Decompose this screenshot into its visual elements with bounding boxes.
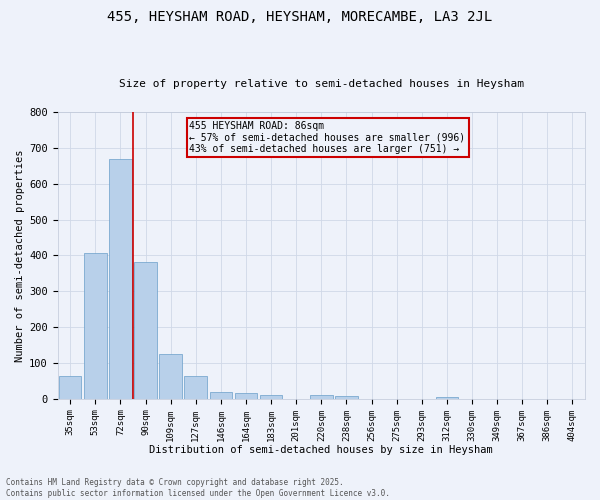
Bar (84, 252, 107, 399)
Bar (310, 394, 332, 399)
Bar (436, 397, 458, 399)
Bar (335, 396, 358, 399)
Bar (184, 376, 207, 399)
Bar (209, 392, 232, 399)
Bar (160, 354, 182, 399)
Bar (59, 376, 82, 399)
X-axis label: Distribution of semi-detached houses by size in Heysham: Distribution of semi-detached houses by … (149, 445, 493, 455)
Title: Size of property relative to semi-detached houses in Heysham: Size of property relative to semi-detach… (119, 79, 524, 89)
Text: 455 HEYSHAM ROAD: 86sqm
← 57% of semi-detached houses are smaller (996)
43% of s: 455 HEYSHAM ROAD: 86sqm ← 57% of semi-de… (190, 120, 466, 154)
Text: 455, HEYSHAM ROAD, HEYSHAM, MORECAMBE, LA3 2JL: 455, HEYSHAM ROAD, HEYSHAM, MORECAMBE, L… (107, 10, 493, 24)
Y-axis label: Number of semi-detached properties: Number of semi-detached properties (15, 149, 25, 362)
Bar (134, 262, 157, 399)
Text: Contains HM Land Registry data © Crown copyright and database right 2025.
Contai: Contains HM Land Registry data © Crown c… (6, 478, 390, 498)
Bar (260, 394, 283, 399)
Bar (109, 160, 132, 399)
Bar (235, 393, 257, 399)
